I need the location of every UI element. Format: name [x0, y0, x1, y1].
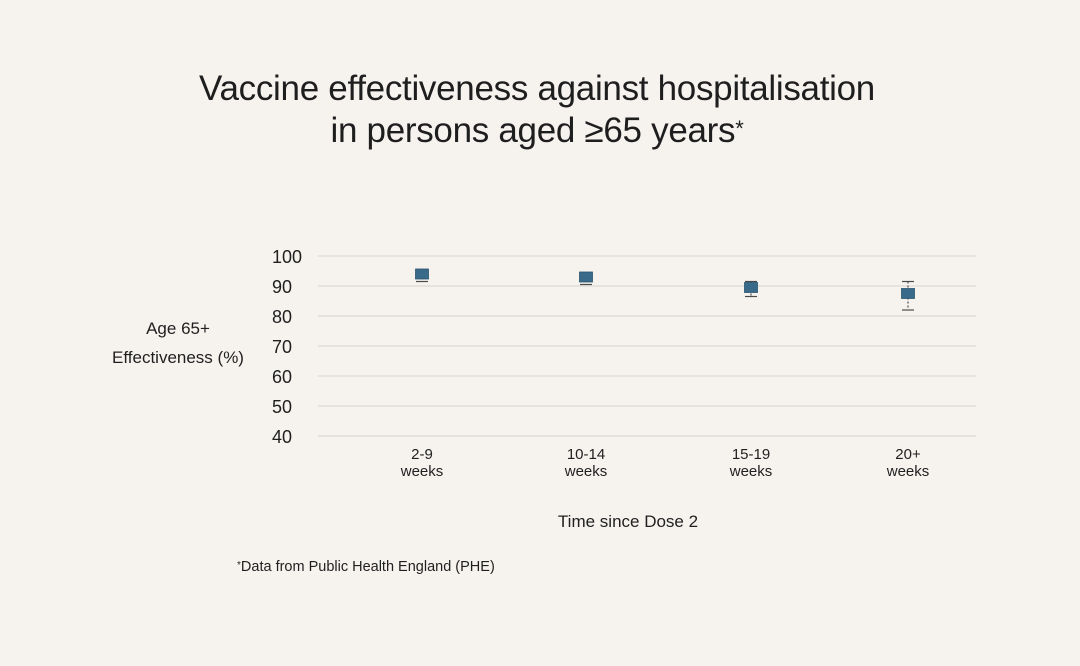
y-tick-label-40: 40	[272, 427, 292, 447]
y-tick-label-50: 50	[272, 397, 292, 417]
y-tick-label-60: 60	[272, 367, 292, 387]
footnote: *Data from Public Health England (PHE)	[237, 556, 495, 578]
x-tick-label-2-line-1: 10-14	[567, 446, 605, 463]
footnote-asterisk: *	[237, 560, 241, 571]
data-point-3	[744, 282, 758, 293]
chart-title-line-2-text: in persons aged ≥65 years	[330, 111, 736, 150]
chart-title-line-2: in persons aged ≥65 years*	[0, 110, 1074, 152]
y-tick-label-90: 90	[272, 277, 292, 297]
x-tick-label-3-line-2: weeks	[729, 463, 773, 480]
x-tick-label-3-line-1: 15-19	[732, 446, 770, 463]
y-axis-label: Age 65+ Effectiveness (%)	[98, 314, 258, 372]
y-tick-label-70: 70	[272, 337, 292, 357]
data-point-4	[901, 288, 915, 299]
y-axis-label-line-1: Age 65+	[146, 319, 210, 338]
data-point-1	[415, 268, 429, 280]
x-axis-label: Time since Dose 2	[557, 512, 699, 531]
chart-title: Vaccine effectiveness against hospitalis…	[0, 68, 1074, 152]
chart-title-line-1: Vaccine effectiveness against hospitalis…	[199, 69, 875, 108]
x-tick-label-1-line-1: 2-9	[411, 446, 433, 463]
y-axis-label-line-2: Effectiveness (%)	[112, 348, 244, 367]
footnote-text: Data from Public Health England (PHE)	[240, 559, 495, 575]
x-tick-label-4-line-1: 20+	[895, 446, 921, 463]
y-tick-label-100: 100	[272, 247, 302, 267]
x-tick-label-2-line-2: weeks	[564, 463, 608, 480]
data-point-2	[579, 271, 593, 283]
x-tick-label-1-line-2: weeks	[400, 463, 444, 480]
y-tick-label-80: 80	[272, 307, 292, 327]
x-tick-label-4-line-2: weeks	[886, 463, 930, 480]
title-asterisk: *	[735, 116, 744, 141]
